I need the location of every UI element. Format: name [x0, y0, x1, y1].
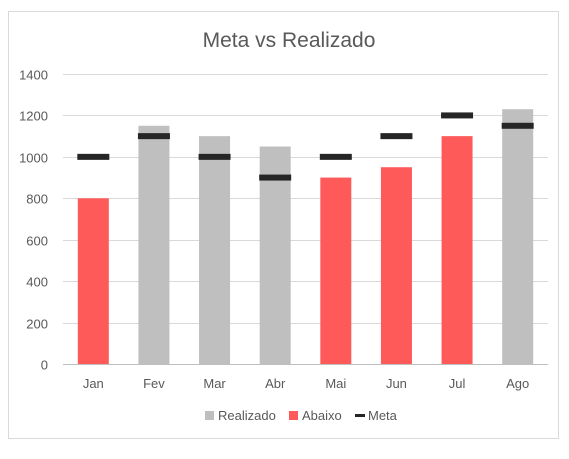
legend-swatch-meta [355, 414, 365, 417]
legend-swatch-abaixo [289, 411, 298, 420]
bar-realizado-mar [199, 136, 231, 364]
legend-label-realizado: Realizado [218, 408, 276, 423]
y-tick-label: 800 [26, 192, 48, 207]
meta-marker-ago [501, 122, 534, 129]
bars [77, 109, 534, 365]
bar-abaixo-mai [320, 177, 352, 364]
legend-label-abaixo: Abaixo [302, 408, 342, 423]
y-tick-label: 0 [41, 358, 48, 373]
meta-marker-mar [198, 153, 231, 160]
meta-marker-jan [77, 153, 110, 160]
meta-markers [77, 112, 534, 181]
x-tick-label: Mar [203, 376, 226, 391]
bar-realizado-abr [259, 146, 291, 364]
y-axis-ticks: 0 200 400 600 800 1000 1200 1400 [19, 68, 48, 373]
x-tick-label: Abr [265, 376, 286, 391]
x-tick-label: Ago [506, 376, 529, 391]
meta-marker-jun [380, 133, 413, 140]
x-tick-label: Jan [83, 376, 104, 391]
bar-realizado-ago [502, 109, 534, 364]
y-tick-label: 600 [26, 234, 48, 249]
gridlines [63, 74, 548, 365]
meta-marker-fev [137, 133, 170, 140]
bar-abaixo-jun [380, 167, 412, 364]
x-tick-label: Mai [325, 376, 346, 391]
legend-label-meta: Meta [368, 408, 398, 423]
meta-marker-jul [441, 112, 474, 119]
y-tick-label: 400 [26, 275, 48, 290]
bar-realizado-fev [138, 125, 170, 365]
y-tick-label: 1200 [19, 109, 48, 124]
bar-abaixo-jul [441, 136, 473, 364]
legend: Realizado Abaixo Meta [205, 408, 398, 423]
x-axis-ticks: Jan Fev Mar Abr Mai Jun Jul Ago [83, 376, 529, 391]
x-tick-label: Jun [386, 376, 407, 391]
y-tick-label: 1400 [19, 68, 48, 83]
meta-marker-abr [259, 174, 292, 181]
x-tick-label: Jul [449, 376, 466, 391]
x-tick-label: Fev [143, 376, 165, 391]
bar-abaixo-jan [77, 198, 109, 364]
y-tick-label: 200 [26, 317, 48, 332]
legend-swatch-realizado [205, 411, 214, 420]
chart-title: Meta vs Realizado [203, 29, 376, 52]
y-tick-label: 1000 [19, 151, 48, 166]
meta-marker-mai [319, 153, 352, 160]
